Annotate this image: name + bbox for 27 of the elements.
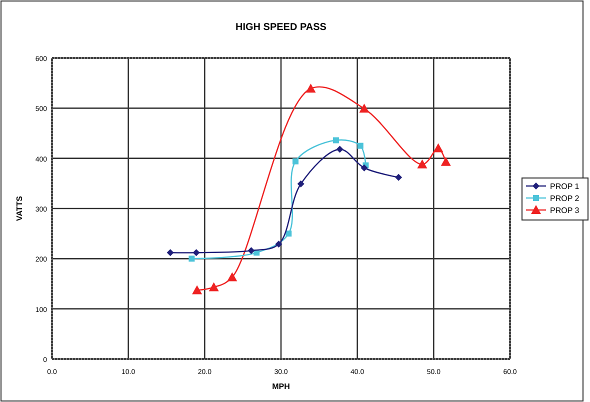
- point: [192, 285, 202, 294]
- point: [248, 247, 255, 254]
- point: [357, 142, 364, 149]
- point: [332, 137, 339, 144]
- point: [208, 282, 219, 292]
- point: [433, 143, 444, 152]
- legend-label: PROP 2: [550, 194, 580, 203]
- point: [286, 230, 292, 237]
- legend-label: PROP 3: [550, 206, 580, 215]
- point: [336, 146, 344, 153]
- chart-title: HIGH SPEED PASS: [236, 22, 327, 33]
- point: [306, 84, 316, 93]
- point: [360, 164, 368, 172]
- point: [359, 104, 370, 113]
- legend-label: PROP 1: [550, 182, 580, 191]
- point: [292, 158, 299, 164]
- point: [166, 249, 174, 256]
- point: [440, 156, 451, 166]
- point: [227, 272, 238, 282]
- point: [275, 240, 282, 248]
- point: [192, 249, 200, 256]
- x-axis-title: MPH: [272, 382, 290, 391]
- point: [395, 174, 402, 181]
- point: [188, 256, 195, 262]
- y-axis-title: VATTS: [15, 195, 24, 222]
- point: [417, 159, 428, 168]
- point: [297, 180, 304, 188]
